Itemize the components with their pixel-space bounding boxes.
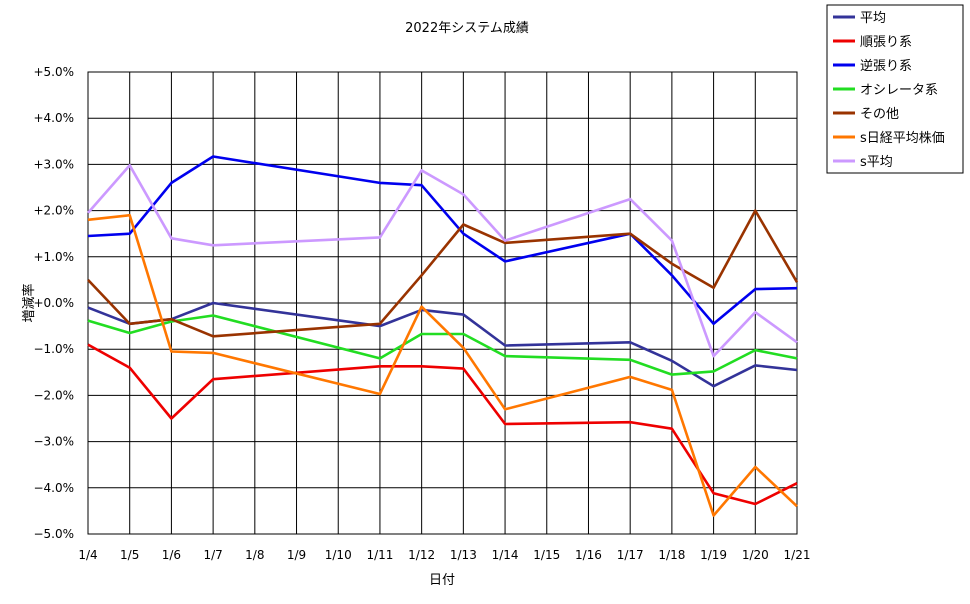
legend-label: オシレータ系 (860, 83, 938, 98)
legend-label: 逆張り系 (860, 58, 912, 74)
x-tick-label: 1/18 (658, 548, 685, 562)
y-tick-label: −4.0% (33, 481, 74, 495)
series-line-6 (87, 164, 798, 358)
legend-label: 平均 (860, 11, 886, 26)
x-tick-label: 1/17 (617, 548, 644, 562)
y-tick-label: +3.0% (33, 157, 74, 171)
x-tick-label: 1/5 (120, 548, 139, 562)
y-tick-label: −1.0% (33, 342, 74, 356)
y-axis-label: 増減率 (21, 283, 37, 322)
y-tick-labels: +5.0% +4.0% +3.0% +2.0% +1.0% +0.0% −1.0% −2.0%… (33, 65, 74, 541)
series-line-5 (87, 213, 798, 517)
y-tick-label: +2.0% (33, 204, 74, 218)
y-tick-label: −2.0% (33, 388, 74, 402)
series-line-1 (87, 343, 798, 506)
chart-title: 2022年システム成績 (405, 21, 529, 36)
y-tick-label: −5.0% (33, 527, 74, 541)
x-tick-label: 1/21 (784, 548, 811, 562)
x-tick-label: 1/4 (78, 548, 97, 562)
x-tick-label: 1/19 (700, 548, 727, 562)
x-tick-label: 1/16 (575, 548, 602, 562)
y-tick-label: +4.0% (33, 111, 74, 125)
x-tick-label: 1/11 (366, 548, 393, 562)
y-tick-label: −3.0% (33, 435, 74, 449)
y-tick-label: +1.0% (33, 250, 74, 264)
legend-label: その他 (860, 107, 899, 122)
legend-label: s日経平均株価 (860, 131, 945, 146)
x-axis-label: 日付 (429, 573, 455, 588)
x-tick-label: 1/15 (533, 548, 560, 562)
legend-label: 順張り系 (860, 35, 912, 50)
series-line-3 (87, 314, 798, 376)
series-line-4 (87, 209, 799, 338)
series-lines (87, 155, 799, 517)
x-tick-label: 1/9 (287, 548, 306, 562)
x-tick-label: 1/13 (450, 548, 477, 562)
legend-label: s平均 (860, 155, 893, 170)
x-tick-label: 1/7 (203, 548, 222, 562)
y-tick-label: +0.0% (33, 296, 74, 310)
x-tick-label: 1/14 (492, 548, 519, 562)
x-tick-label: 1/8 (245, 548, 264, 562)
series-line-2 (87, 155, 798, 326)
x-tick-label: 1/20 (742, 548, 769, 562)
grid-lines (88, 72, 797, 534)
x-tick-labels: 1/4 1/5 1/6 1/7 1/8 1/9 1/10 1/11 1/12 1/13 1/14 1/… (78, 548, 810, 562)
x-tick-label: 1/10 (325, 548, 352, 562)
y-tick-label: +5.0% (33, 65, 74, 79)
x-tick-label: 1/12 (408, 548, 435, 562)
x-tick-label: 1/6 (162, 548, 181, 562)
